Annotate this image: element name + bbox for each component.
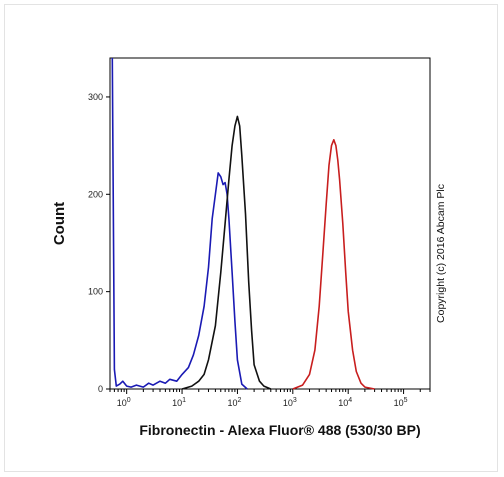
y-axis: 0 100 200 300: [88, 92, 110, 394]
plot-area: [109, 57, 431, 390]
series-layer: [111, 57, 375, 390]
x-tick-label: 104: [338, 397, 352, 408]
x-tick-label: 100: [117, 397, 131, 408]
y-tick-label: 0: [98, 384, 103, 394]
x-tick-label: 103: [283, 397, 297, 408]
figure-border: [4, 4, 498, 472]
y-tick-label: 100: [88, 287, 103, 297]
x-axis-label: Fibronectin - Alexa Fluor® 488 (530/30 B…: [139, 422, 420, 438]
x-axis: 100 101 102 103 104 105: [109, 389, 431, 408]
y-axis-label: Count: [51, 202, 68, 245]
x-tick-label: 101: [172, 397, 186, 408]
series-line-1: [111, 57, 248, 390]
copyright-annotation: Copyright (c) 2016 Abcam Plc: [435, 184, 447, 323]
x-tick-label: 102: [227, 397, 241, 408]
series-line-2: [181, 115, 272, 390]
series-line-3: [292, 139, 375, 390]
x-tick-label: 105: [394, 397, 408, 408]
y-tick-label: 200: [88, 189, 103, 199]
y-tick-label: 300: [88, 92, 103, 102]
